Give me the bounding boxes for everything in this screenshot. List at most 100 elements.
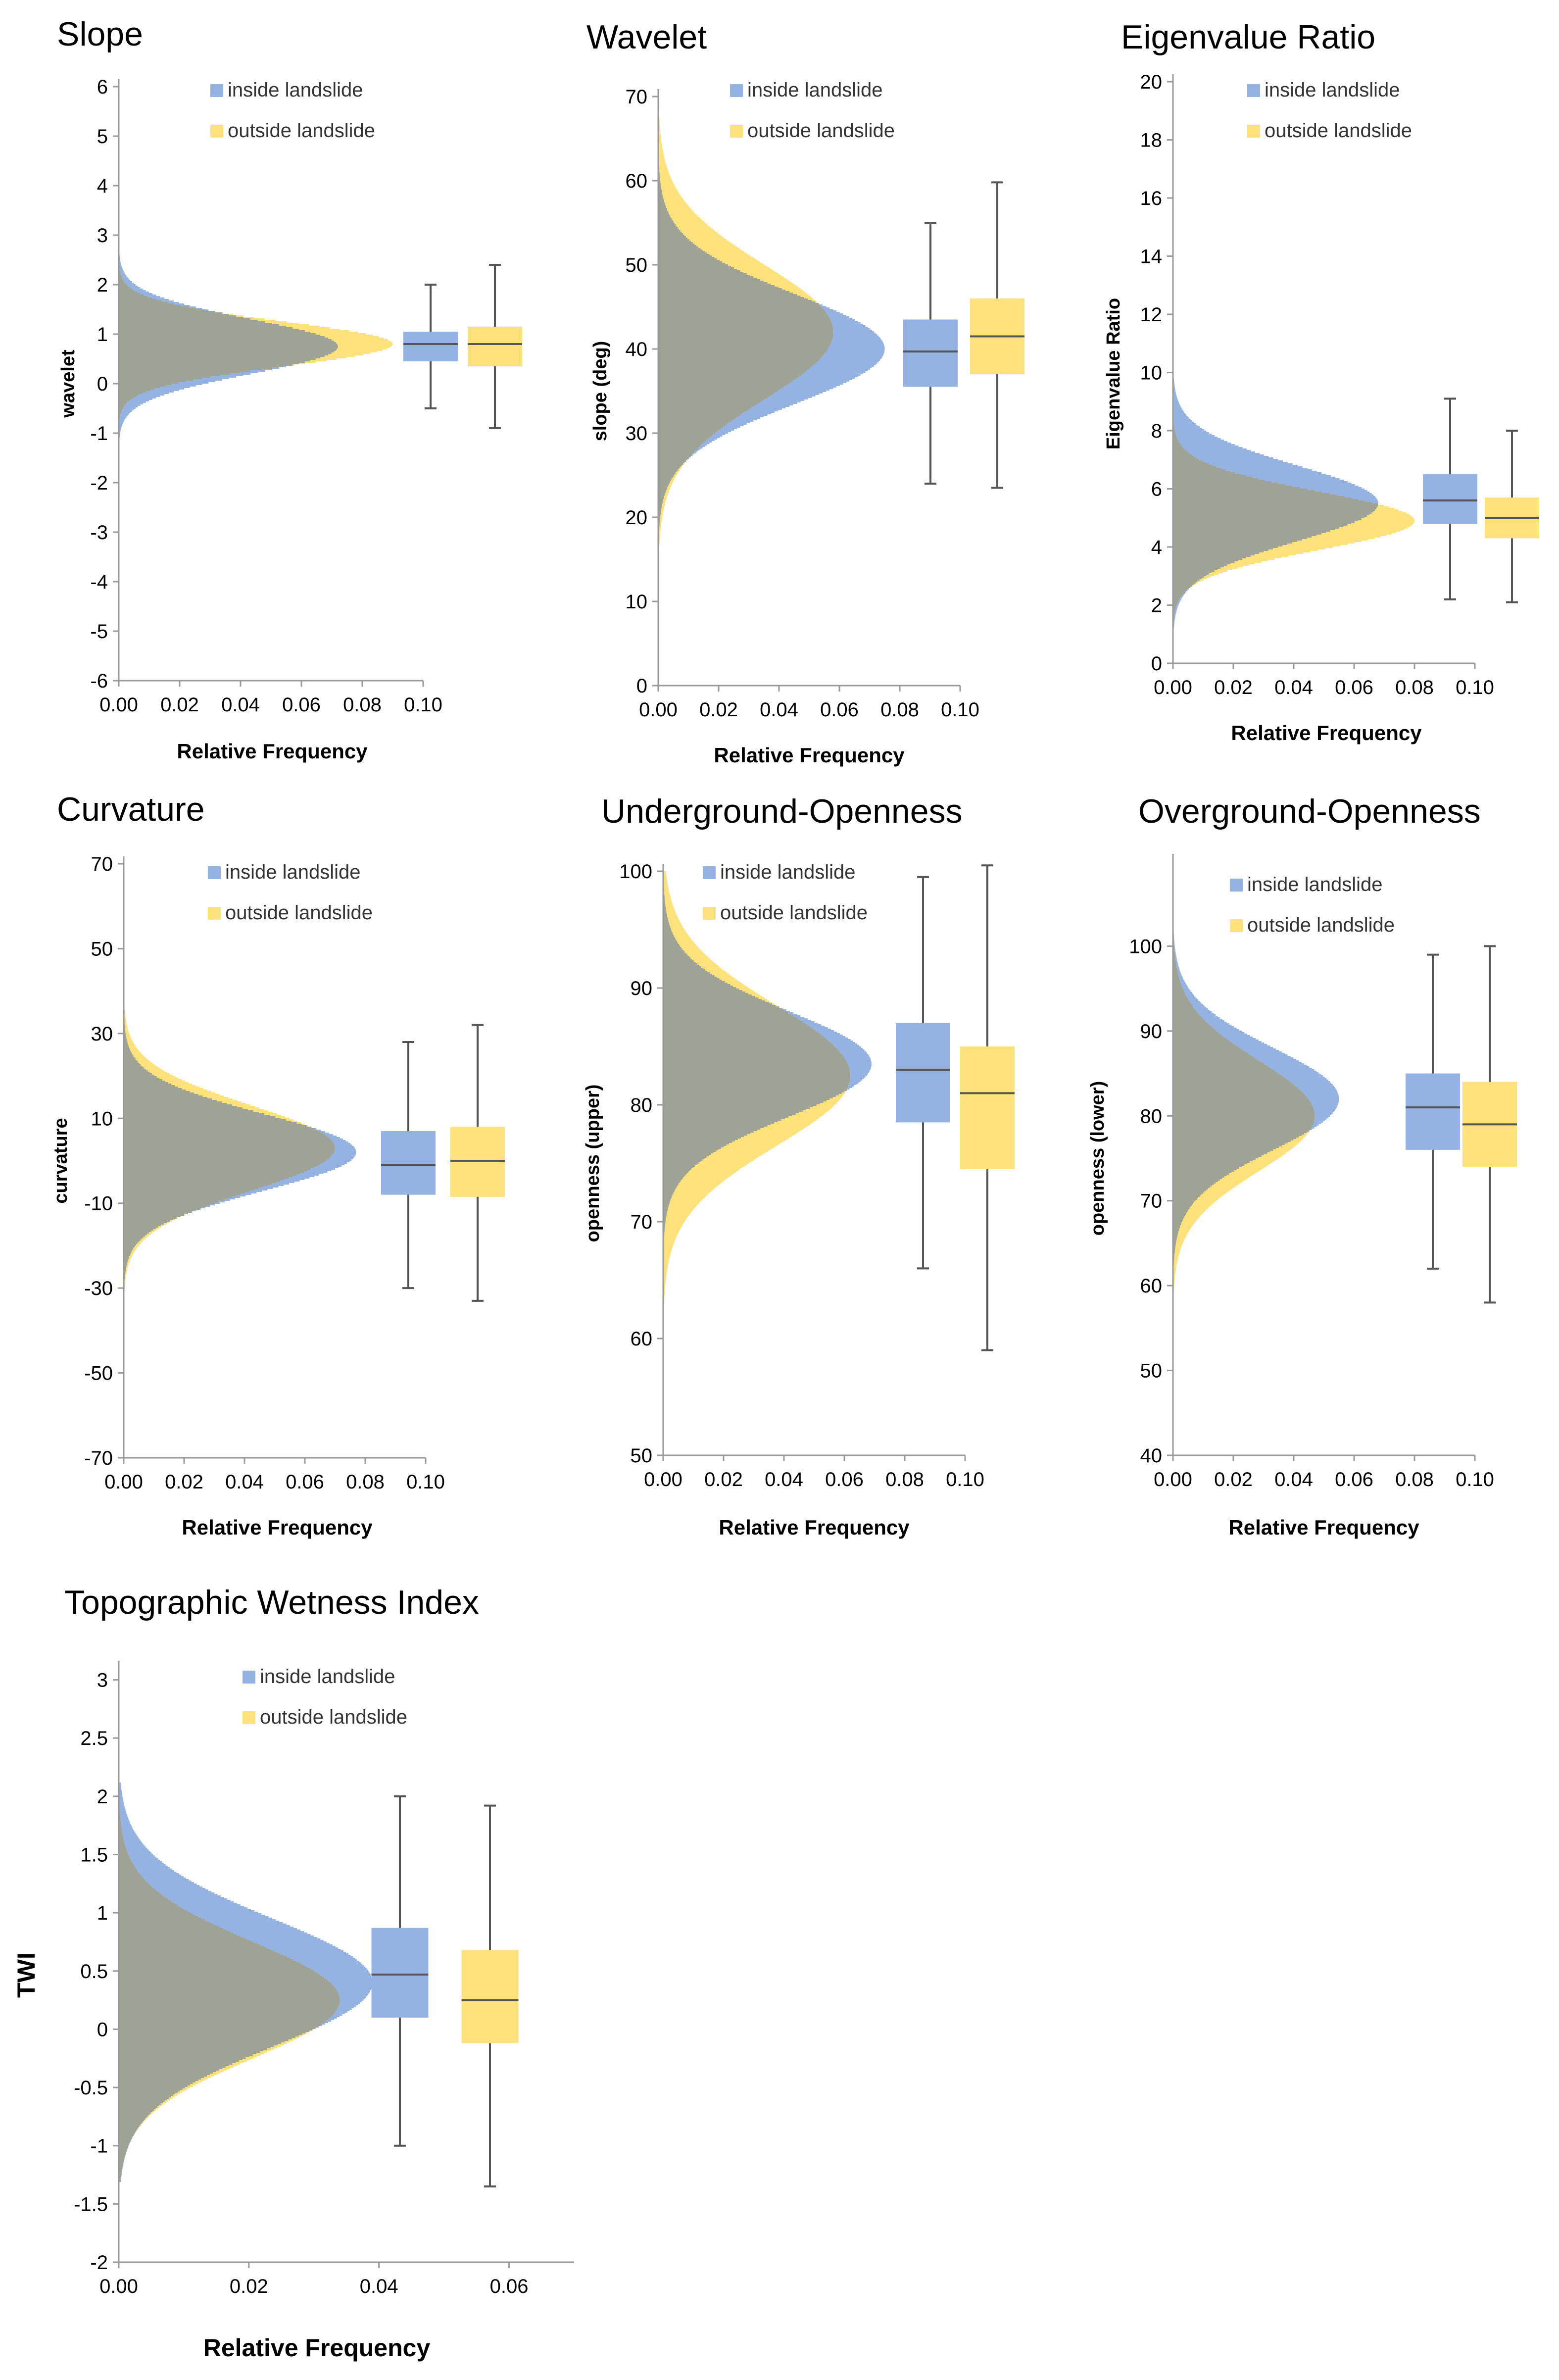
- histogram-bar-overlap: [119, 338, 329, 339]
- histogram-bar-overlap: [124, 1094, 198, 1095]
- histogram-bar-inside: [337, 1990, 371, 1992]
- histogram-bar-outside: [127, 1041, 133, 1042]
- histogram-bar-inside: [701, 444, 707, 446]
- x-tick-label: 0.08: [880, 699, 919, 721]
- histogram-bar-outside: [1174, 1256, 1178, 1258]
- histogram-bar-outside: [664, 888, 669, 889]
- histogram-bar-overlap: [124, 1188, 259, 1189]
- histogram-bar-inside: [154, 1888, 205, 1889]
- histogram-bar-overlap: [658, 500, 663, 502]
- histogram-bar-inside: [140, 293, 152, 295]
- histogram-bar-inside: [334, 1143, 350, 1144]
- histogram-bar-overlap: [1173, 998, 1188, 999]
- histogram-bar-overlap: [124, 1185, 268, 1186]
- histogram-bar-inside: [240, 372, 258, 373]
- histogram-bar-outside: [671, 480, 674, 481]
- histogram-bar-inside: [1305, 1094, 1339, 1096]
- histogram-bar-overlap: [658, 266, 731, 267]
- histogram-bar-inside: [337, 2008, 352, 2010]
- histogram-bar-overlap: [663, 1057, 844, 1058]
- histogram-bar-outside: [1364, 517, 1413, 518]
- histogram-bar-overlap: [663, 996, 755, 997]
- histogram-bar-overlap: [124, 1260, 128, 1262]
- histogram-bar-outside: [668, 211, 694, 212]
- histogram-bar-outside: [139, 2126, 140, 2127]
- histogram-bar-overlap: [663, 1198, 671, 1199]
- histogram-bar-inside: [1262, 1062, 1302, 1063]
- histogram-bar-outside: [141, 2123, 143, 2124]
- histogram-bar-overlap: [1173, 443, 1180, 444]
- histogram-bar-inside: [219, 1201, 225, 1202]
- histogram-bar-overlap: [663, 1058, 845, 1060]
- histogram-bar-overlap: [124, 1174, 297, 1176]
- histogram-bar-inside: [833, 328, 870, 330]
- histogram-bar-inside: [120, 1812, 127, 1814]
- histogram-bar-overlap: [119, 1866, 135, 1867]
- histogram-bar-outside: [678, 469, 680, 471]
- histogram-bar-overlap: [658, 497, 664, 499]
- histogram-bar-inside: [122, 1830, 134, 1832]
- histogram-bar-inside: [246, 1938, 321, 1940]
- histogram-bar-inside: [315, 1971, 369, 1973]
- histogram-bar-overlap: [119, 1885, 151, 1886]
- histogram-bar-overlap: [119, 2151, 127, 2152]
- histogram-bar-inside: [119, 431, 121, 433]
- histogram-bar-overlap: [658, 252, 707, 254]
- histogram-bar-inside: [142, 1876, 184, 1878]
- histogram-bar-overlap: [119, 360, 311, 361]
- histogram-bar-overlap: [124, 1097, 207, 1098]
- histogram-bar-overlap: [119, 2176, 121, 2178]
- histogram-bar-outside: [324, 355, 355, 357]
- histogram-bar-overlap: [124, 1225, 161, 1226]
- histogram-bar-overlap: [1173, 980, 1180, 982]
- histogram-bar-inside: [335, 1147, 355, 1149]
- histogram-bar-overlap: [663, 1075, 851, 1076]
- histogram-bar-inside: [333, 1153, 356, 1155]
- x-tick-label: 0.00: [99, 2276, 138, 2297]
- histogram-bar-overlap: [124, 1234, 147, 1235]
- histogram-bar-overlap: [119, 2007, 339, 2008]
- x-tick-label: 0.02: [699, 699, 738, 721]
- histogram-bar-inside: [824, 1036, 846, 1038]
- histogram-bar-outside: [663, 873, 666, 874]
- histogram-bar-inside: [812, 365, 874, 367]
- histogram-bar-inside: [340, 1999, 363, 2001]
- histogram-bar-overlap: [119, 2130, 137, 2132]
- histogram-bar-overlap: [1173, 1187, 1210, 1188]
- histogram-bar-inside: [1185, 993, 1193, 995]
- histogram-bar-outside: [125, 1277, 126, 1278]
- histogram-bar-overlap: [119, 1921, 208, 1922]
- histogram-bar-outside: [663, 1247, 673, 1248]
- histogram-bar-overlap: [1173, 554, 1255, 555]
- histogram-bar-overlap: [1173, 1201, 1194, 1203]
- histogram-bar-inside: [119, 262, 121, 263]
- histogram-bar-inside: [210, 376, 236, 378]
- histogram-bar-inside: [240, 1935, 314, 1937]
- histogram-bar-overlap: [119, 326, 286, 327]
- histogram-bar-overlap: [663, 1219, 666, 1220]
- histogram-bar-outside: [663, 198, 682, 199]
- chart-title: Topographic Wetness Index: [64, 1584, 479, 1621]
- histogram-bar-overlap: [119, 1876, 143, 1878]
- histogram-bar-overlap: [119, 2075, 207, 2077]
- histogram-bar-overlap: [119, 2060, 239, 2062]
- histogram-bar-outside: [157, 2106, 160, 2108]
- histogram-bar-overlap: [658, 474, 675, 475]
- histogram-bar-overlap: [1173, 1051, 1246, 1053]
- histogram-bar-inside: [126, 403, 143, 404]
- histogram-bar-outside: [1194, 1201, 1215, 1203]
- histogram-bar-outside: [665, 902, 673, 904]
- histogram-bar-inside: [1310, 1100, 1339, 1102]
- histogram-bar-inside: [136, 396, 160, 397]
- histogram-bar-overlap: [658, 321, 831, 322]
- histogram-bar-inside: [324, 1977, 372, 1979]
- histogram-bar-inside: [119, 1803, 124, 1805]
- histogram-bar-outside: [1250, 1161, 1273, 1163]
- histogram-bar-inside: [163, 1895, 221, 1897]
- histogram-bar-overlap: [119, 2063, 233, 2065]
- histogram-bar-outside: [1210, 1187, 1235, 1188]
- histogram-bar-overlap: [663, 944, 680, 945]
- y-tick-label: 100: [1129, 936, 1162, 957]
- histogram-bar-outside: [659, 530, 661, 532]
- histogram-bar-inside: [801, 374, 861, 376]
